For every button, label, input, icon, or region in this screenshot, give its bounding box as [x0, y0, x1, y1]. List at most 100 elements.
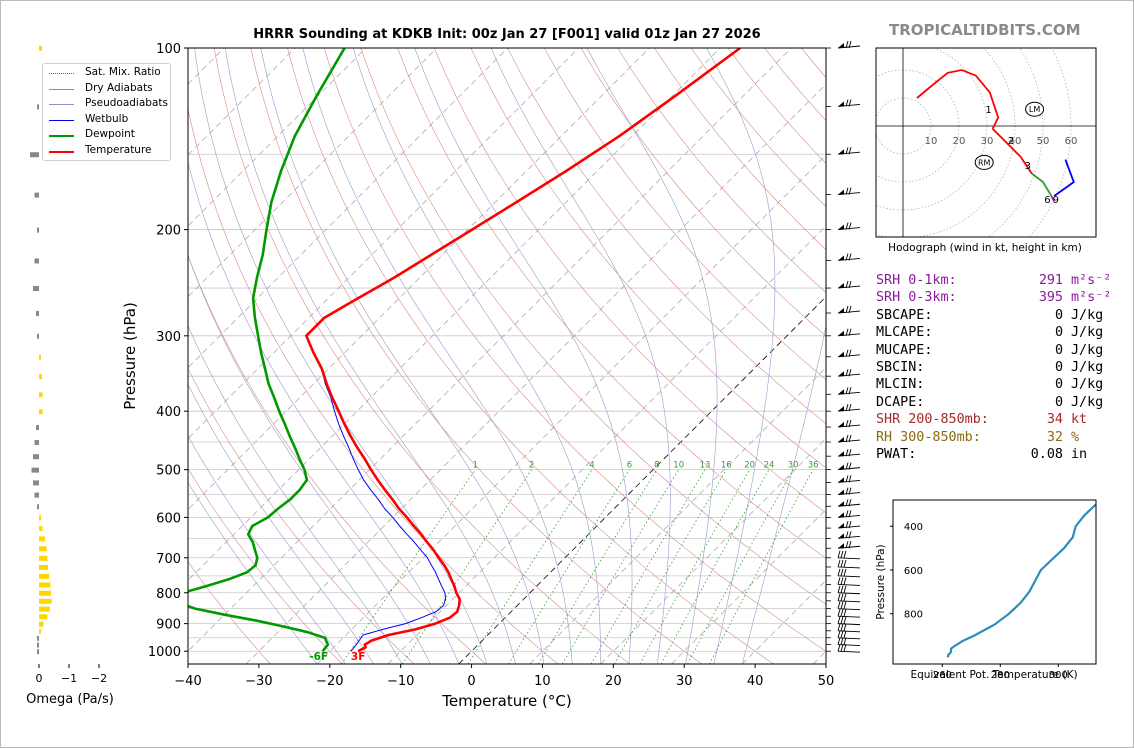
stat-label: SHR 200-850mb: [876, 412, 989, 428]
dry-adiabat [580, 48, 826, 337]
dry-adiabat [188, 467, 343, 664]
barb-flags [845, 449, 852, 457]
barb-pennant [838, 451, 844, 457]
mixing-ratio-line [660, 469, 770, 664]
x-tick-label: 0 [467, 674, 475, 689]
dry-adiabat [544, 48, 826, 380]
omega-tick-label: 0 [36, 672, 43, 685]
hodograph-segment [1050, 195, 1056, 203]
omega-bar [39, 598, 52, 604]
stat-row: MLCIN: 0 J/kg [876, 376, 1111, 393]
barb-flags [845, 280, 852, 289]
y-tick-label: 900 [156, 618, 181, 633]
stat-label: RH 300-850mb: [876, 429, 981, 445]
isotherm [188, 48, 296, 156]
thetae-plot [947, 503, 1096, 658]
omega-bar [39, 515, 41, 521]
barb-pennant [838, 43, 844, 48]
mixing-ratio-line [538, 469, 658, 664]
hodograph-frame [875, 47, 1097, 238]
dry-adiabat [287, 48, 774, 664]
barb-flags [845, 510, 852, 518]
barb-flags [845, 462, 852, 470]
omega-bar [39, 536, 45, 542]
mixing-ratio-label: 1 [473, 461, 478, 471]
height-label: 3 [1025, 161, 1031, 172]
omega-bar [39, 614, 48, 620]
omega-bar [37, 504, 39, 510]
isotherm [600, 438, 826, 664]
y-tick-label: 1000 [148, 645, 181, 660]
isotherm [188, 48, 650, 510]
x-tick-label: 30 [676, 674, 693, 689]
barb-pennant [838, 308, 844, 314]
barb-pennant [838, 351, 844, 357]
mixing-ratio-label: 13 [700, 461, 711, 471]
thetae-profile [947, 503, 1096, 658]
stat-row: SBCAPE: 0 J/kg [876, 307, 1111, 324]
skewt-background-lines: 1 2 4 6 8 10 13 16 20 24 30 36 [188, 48, 826, 664]
height-label: 6 [1044, 195, 1050, 206]
omega-bar [37, 104, 39, 110]
thetae-x-tick-label: 300 [1049, 670, 1068, 681]
barb-pennant [838, 437, 844, 443]
legend-item: Dewpoint [49, 128, 169, 143]
barb [837, 601, 861, 611]
stat-value: 0 [1054, 394, 1063, 410]
barb-flags [845, 99, 852, 107]
pseudoadiabat [188, 254, 431, 664]
omega-panel: 0 −1 −2 [30, 46, 107, 685]
omega-bar [39, 606, 50, 612]
omega-bar [39, 555, 48, 561]
mixing-ratio-label: 16 [721, 461, 732, 471]
isotherm [245, 83, 826, 664]
pseudoadiabat [742, 324, 826, 664]
stat-unit: m²s⁻² [1071, 290, 1112, 306]
barb-flags [845, 520, 852, 529]
dry-adiabat [188, 367, 415, 664]
omega-tick-label: −2 [91, 672, 107, 685]
legend-label: Dry Adiabats [85, 81, 153, 94]
storm-motion-label: RM [978, 158, 991, 167]
barb-flags [845, 40, 852, 49]
x-tick-label: −20 [316, 674, 343, 689]
storm-motion-label: LM [1029, 105, 1040, 114]
omega-bar [39, 628, 41, 634]
omega-bar [36, 425, 39, 431]
skewt-axes: −40 −30 −20 −10 0 10 20 30 40 50 100 200 300 400 500 60… [148, 42, 834, 689]
barb [837, 644, 861, 653]
y-tick-label: 700 [156, 552, 181, 567]
omega-bar [37, 227, 39, 233]
wind-barbs [826, 40, 861, 653]
omega-bar [31, 467, 39, 473]
barb-pennant [838, 464, 844, 470]
stat-value: 395 [1038, 290, 1063, 306]
barb-flags [845, 369, 852, 377]
barb-flags [845, 487, 852, 495]
y-tick-label: 200 [156, 224, 181, 239]
barb [837, 585, 861, 595]
legend-label: Dewpoint [85, 128, 135, 140]
barb-pennant [838, 523, 844, 529]
mixing-ratio-label: 20 [744, 461, 755, 471]
barb [837, 550, 861, 560]
omega-bar [39, 573, 50, 579]
stat-value: 34 [1046, 412, 1063, 428]
barb [837, 609, 861, 618]
barb-pennant [838, 101, 844, 107]
dewpoint-profile [188, 48, 346, 653]
barb-pennant [838, 477, 844, 483]
pseudoadiabat [224, 48, 516, 664]
omega-bar [34, 440, 39, 446]
mixing-ratio-line [613, 469, 727, 664]
skewt-ylabel: Pressure (hPa) [121, 302, 139, 410]
stat-label: SRH 0-1km: [876, 273, 957, 288]
stat-unit: J/kg [1071, 325, 1104, 341]
barb-flags [845, 499, 852, 507]
legend-item: Wetbulb [49, 113, 169, 128]
mixing-ratio-line [709, 469, 814, 664]
pseudoadiabat [194, 48, 488, 664]
stat-row: SRH 0-3km: 395 m²s⁻² [876, 289, 1111, 306]
mixing-ratio-line [561, 469, 680, 664]
barb-pennant [838, 389, 844, 395]
